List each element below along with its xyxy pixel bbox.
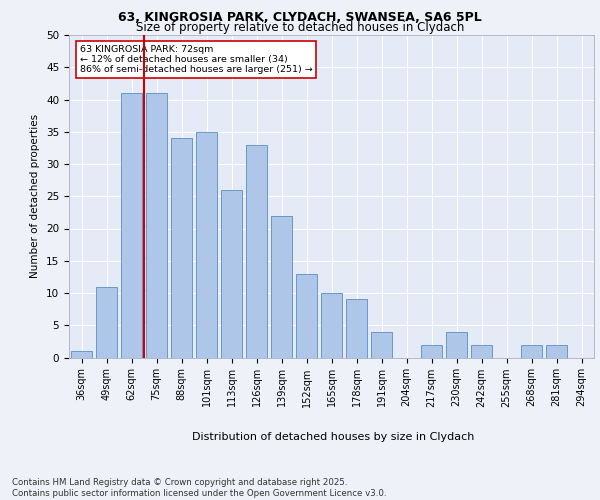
Bar bbox=[96, 286, 117, 358]
Bar bbox=[196, 132, 217, 358]
Text: 63 KINGROSIA PARK: 72sqm
← 12% of detached houses are smaller (34)
86% of semi-d: 63 KINGROSIA PARK: 72sqm ← 12% of detach… bbox=[79, 44, 312, 74]
Bar bbox=[171, 138, 192, 358]
Bar bbox=[471, 344, 492, 358]
Bar bbox=[421, 344, 442, 358]
Bar bbox=[446, 332, 467, 357]
Text: Distribution of detached houses by size in Clydach: Distribution of detached houses by size … bbox=[192, 432, 474, 442]
Text: Contains HM Land Registry data © Crown copyright and database right 2025.
Contai: Contains HM Land Registry data © Crown c… bbox=[12, 478, 386, 498]
Bar bbox=[71, 351, 92, 358]
Bar bbox=[371, 332, 392, 357]
Bar bbox=[121, 93, 142, 357]
Bar bbox=[146, 93, 167, 357]
Bar bbox=[296, 274, 317, 357]
Bar bbox=[546, 344, 567, 358]
Bar bbox=[271, 216, 292, 358]
Y-axis label: Number of detached properties: Number of detached properties bbox=[31, 114, 40, 278]
Bar bbox=[346, 300, 367, 358]
Bar bbox=[221, 190, 242, 358]
Text: Size of property relative to detached houses in Clydach: Size of property relative to detached ho… bbox=[136, 22, 464, 35]
Bar bbox=[521, 344, 542, 358]
Bar bbox=[246, 144, 267, 358]
Text: 63, KINGROSIA PARK, CLYDACH, SWANSEA, SA6 5PL: 63, KINGROSIA PARK, CLYDACH, SWANSEA, SA… bbox=[118, 11, 482, 24]
Bar bbox=[321, 293, 342, 358]
